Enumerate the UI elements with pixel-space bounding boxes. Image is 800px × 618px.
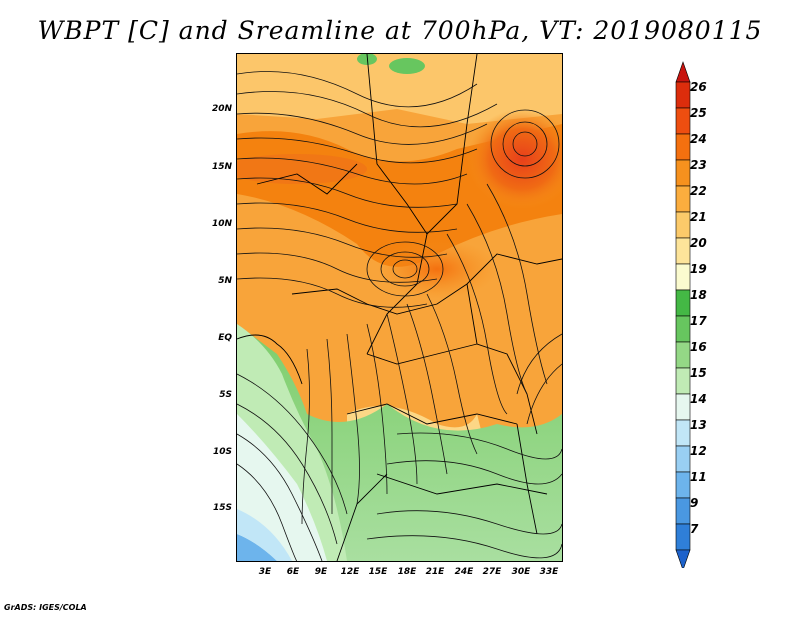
colorbar-label-7: 7 (690, 522, 699, 536)
lat-label-10s: 10S (212, 447, 232, 457)
lat-label-5n: 5N (218, 276, 232, 286)
colorbar-swatch (675, 237, 691, 265)
colorbar-label-9: 9 (690, 496, 699, 510)
grads-credit: GrADS: IGES/COLA (4, 603, 87, 612)
colorbar-swatches (675, 61, 691, 568)
colorbar-label-20: 20 (690, 236, 707, 250)
wbpt-field-green-north (389, 58, 425, 74)
lon-label-18e: 18E (397, 567, 417, 577)
colorbar-label-23: 23 (690, 158, 707, 172)
lon-label-21e: 21E (425, 567, 445, 577)
lon-label-15e: 15E (368, 567, 388, 577)
lon-label-6e: 6E (286, 567, 300, 577)
colorbar-swatch (675, 81, 691, 109)
colorbar-swatch (675, 263, 691, 291)
lat-label-eq: EQ (218, 333, 232, 343)
colorbar-label-18: 18 (690, 288, 707, 302)
wbpt-field-coldest (237, 534, 277, 561)
colorbar-label-21: 21 (690, 210, 707, 224)
colorbar-label-26: 26 (690, 80, 707, 94)
lat-label-20n: 20N (211, 104, 232, 114)
wbpt-field-green-north-2 (357, 54, 377, 65)
colorbar-swatch (675, 393, 691, 421)
map-canvas (237, 54, 562, 561)
lat-label-10n: 10N (211, 219, 232, 229)
lon-label-9e: 9E (314, 567, 328, 577)
colorbar-swatch (675, 341, 691, 369)
colorbar-swatch (675, 159, 691, 187)
wbpt-field-hotspot-central (377, 239, 497, 299)
map-plot (236, 53, 563, 562)
lat-label-15s: 15S (212, 503, 232, 513)
borders (237, 54, 562, 561)
colorbar-label-22: 22 (690, 184, 707, 198)
lon-label-12e: 12E (340, 567, 360, 577)
lat-label-15n: 15N (211, 162, 232, 172)
colorbar-swatch (675, 185, 691, 213)
chart-title: WBPT [C] and Sreamline at 700hPa, VT: 20… (37, 16, 763, 45)
lon-label-3e: 3E (258, 567, 272, 577)
colorbar-swatch (675, 289, 691, 317)
colorbar-label-19: 19 (690, 262, 707, 276)
wbpt-field-hotspot-east (467, 109, 562, 209)
lon-label-33e: 33E (539, 567, 559, 577)
colorbar-swatch (675, 133, 691, 161)
colorbar-swatch (675, 445, 691, 473)
colorbar-swatch (675, 211, 691, 239)
colorbar-swatch (675, 367, 691, 395)
lon-label-24e: 24E (454, 567, 474, 577)
colorbar-swatch (675, 471, 691, 499)
wbpt-field-cold (237, 509, 292, 561)
colorbar-label-16: 16 (690, 340, 707, 354)
colorbar-label-12: 12 (690, 444, 707, 458)
wbpt-field-hotspot-west (237, 154, 367, 184)
lon-label-30e: 30E (511, 567, 531, 577)
streamlines (237, 71, 562, 561)
colorbar-swatch (675, 497, 691, 525)
colorbar-swatch-bottom (675, 549, 691, 568)
colorbar-swatch (675, 419, 691, 447)
wbpt-field-north (237, 54, 562, 124)
colorbar-swatch-top (675, 61, 691, 83)
colorbar-label-13: 13 (690, 418, 707, 432)
colorbar-swatch (675, 315, 691, 343)
colorbar-swatch (675, 523, 691, 551)
colorbar-label-17: 17 (690, 314, 707, 328)
colorbar (675, 61, 691, 568)
colorbar-label-11: 11 (690, 470, 707, 484)
colorbar-label-25: 25 (690, 106, 707, 120)
lon-label-27e: 27E (482, 567, 502, 577)
colorbar-label-24: 24 (690, 132, 707, 146)
colorbar-label-15: 15 (690, 366, 707, 380)
colorbar-label-14: 14 (690, 392, 707, 406)
lat-label-5s: 5S (219, 390, 232, 400)
colorbar-swatch (675, 107, 691, 135)
